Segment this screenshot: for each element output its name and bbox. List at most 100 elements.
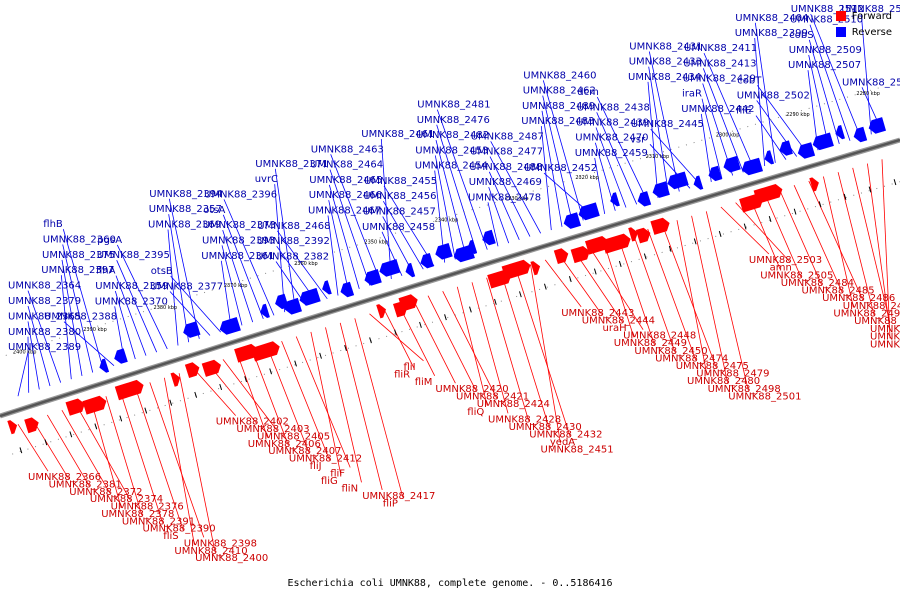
label-leader-line: [193, 368, 236, 416]
reverse-gene-label: UMNK88_2445: [631, 119, 704, 130]
reverse-gene-label: iraR: [682, 89, 702, 100]
reverse-gene-label: cobT: [737, 75, 762, 86]
label-leader-line: [720, 206, 770, 255]
forward-gene-arrow: [114, 379, 144, 401]
inner-tick: [344, 345, 347, 352]
inner-tick: [718, 230, 722, 237]
label-leader-line: [266, 345, 310, 453]
reverse-gene-label: UMNK88_2453: [415, 145, 488, 156]
label-leader-line: [764, 193, 802, 278]
label-leader-line: [116, 244, 168, 350]
reverse-gene-label: UMNK88_2462: [523, 86, 596, 97]
inner-tick: [618, 260, 622, 267]
label-leader-line: [489, 156, 531, 237]
inner-tick: [419, 321, 422, 328]
reverse-gene-arrow: [708, 165, 722, 182]
forward-gene-arrow: [7, 420, 18, 435]
reverse-gene-label: UMNK88_2466: [309, 190, 382, 201]
forward-gene-label: UMNK88_2391: [122, 516, 195, 527]
reverse-gene-label: UMNK88_2393: [202, 235, 275, 246]
forward-gene-arrow: [501, 259, 531, 280]
forward-gene-label: UMNK88_2443: [561, 308, 634, 319]
label-leader-line: [330, 154, 382, 283]
forward-gene-label: UMNK88_2496: [870, 339, 900, 350]
reverse-gene-label: UMNK88_2463: [311, 144, 384, 155]
label-leader-line: [325, 327, 362, 483]
reverse-gene-arrow: [868, 117, 886, 134]
label-leader-line: [596, 112, 638, 205]
inner-tick: [244, 376, 248, 383]
reverse-gene-label: UMNK88_2433: [629, 57, 702, 68]
label-leader-line: [754, 37, 766, 167]
label-leader-line: [398, 304, 436, 376]
reverse-gene-arrow: [219, 317, 241, 335]
label-leader-line: [541, 110, 563, 227]
scale-tick-label: 2300 kbp: [716, 133, 740, 139]
forward-gene-label: UMNK88_2505: [760, 270, 833, 281]
reverse-gene-label: UMNK88_2431: [629, 42, 702, 53]
label-leader-line: [383, 309, 415, 369]
legend-reverse-label: Reverse: [851, 26, 892, 38]
reverse-gene-label: UMNK88_2438: [577, 102, 650, 113]
label-leader-line: [756, 85, 808, 154]
reverse-gene-label: UMNK88_2482: [416, 130, 489, 141]
label-leader-line: [702, 68, 744, 173]
reverse-gene-label: UMNK88_2457: [363, 207, 436, 218]
forward-gene-label: UMNK88_2390: [143, 524, 216, 535]
label-leader-line: [823, 176, 854, 308]
label-leader-line: [105, 396, 143, 516]
reverse-gene-arrow: [114, 348, 128, 364]
label-leader-line: [703, 52, 755, 170]
reverse-gene-label: UMNK88_2397: [41, 265, 114, 276]
scale-tick-label: 2340 kbp: [435, 218, 459, 224]
inner-tick: [643, 253, 647, 260]
reverse-gene-label: UMNK88_2516: [842, 77, 900, 88]
reverse-gene-label: UMNK88_2434: [628, 72, 701, 83]
scale-tick-label: 2320 kbp: [575, 175, 599, 181]
legend-forward-label: Forward: [851, 10, 892, 22]
forward-gene-arrow: [201, 359, 221, 377]
label-leader-line: [809, 24, 851, 141]
label-leader-line: [434, 155, 456, 260]
label-leader-line: [808, 39, 840, 145]
label-leader-line: [544, 259, 582, 308]
forward-gene-label: UMNK88_2400: [195, 553, 268, 564]
reverse-gene-arrow: [405, 262, 416, 278]
reverse-gene-label: UMNK88_2360: [43, 235, 116, 246]
label-leader-line: [382, 200, 424, 270]
label-leader-line: [223, 199, 275, 316]
forward-gene-label: yedA: [550, 437, 575, 448]
label-leader-line: [647, 228, 697, 361]
label-leader-line: [691, 215, 728, 383]
label-leader-line: [530, 264, 561, 444]
reverse-gene-label: UMNK88_2377: [150, 282, 223, 293]
forward-gene-label: UMNK88_2492: [854, 316, 900, 327]
reverse-gene-arrow: [723, 155, 741, 173]
forward-gene-arrow: [809, 177, 819, 192]
scale-tick-label: 2370 kbp: [224, 283, 248, 289]
reverse-gene-arrow: [340, 281, 355, 298]
legend-forward-swatch: [835, 11, 846, 21]
reverse-gene-label: UMNK88_2371: [255, 159, 328, 170]
inner-tick: [843, 193, 847, 200]
inner-tick: [294, 360, 297, 367]
reverse-gene-label: UMNK88_2452: [524, 163, 597, 174]
reverse-gene-label: UMNK88_2459: [575, 148, 648, 159]
reverse-gene-label: UMNK88_2468: [257, 221, 330, 232]
reverse-gene-arrow: [260, 303, 270, 318]
reverse-gene-label: UMNK88_2364: [8, 281, 81, 292]
reverse-gene-label: UMNK88_2507: [788, 60, 861, 71]
inner-tick: [768, 216, 772, 223]
label-leader-line: [251, 350, 289, 446]
reverse-gene-arrow: [578, 202, 600, 221]
forward-gene-arrow: [82, 395, 107, 415]
label-leader-line: [594, 157, 606, 214]
label-leader-line: [178, 373, 216, 553]
reverse-gene-arrow: [741, 157, 763, 176]
label-leader-line: [276, 230, 328, 300]
forward-gene-label: UMNK88_2448: [623, 331, 696, 342]
forward-gene-label: fliP: [383, 498, 398, 509]
forward-gene-arrow: [170, 372, 181, 387]
inner-tick: [94, 423, 98, 430]
